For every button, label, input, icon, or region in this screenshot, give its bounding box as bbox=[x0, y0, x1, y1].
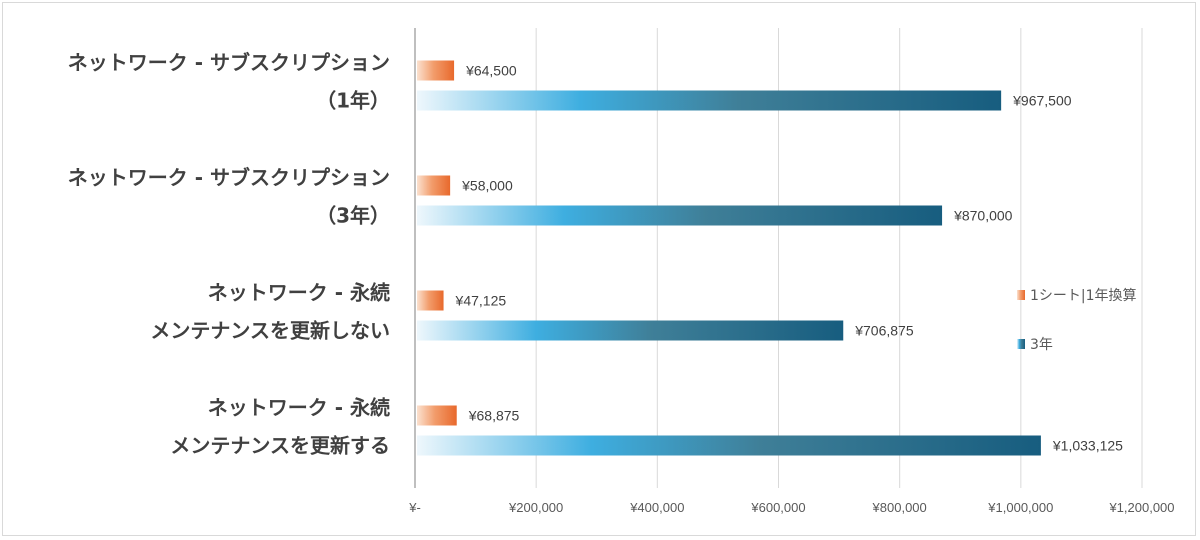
category-label: ネットワーク - サブスクリプション bbox=[68, 51, 390, 75]
category-label: ネットワーク - 永続 bbox=[208, 396, 390, 420]
category-label: （1年） bbox=[316, 89, 390, 113]
x-tick-label: ¥200,000 bbox=[508, 500, 563, 515]
legend-label: 1シート|1年換算 bbox=[1030, 288, 1137, 304]
category-label: メンテナンスを更新する bbox=[170, 434, 390, 458]
legend: 1シート|1年換算 3年 bbox=[1017, 288, 1137, 353]
category-label: ネットワーク - サブスクリプション bbox=[68, 166, 390, 190]
bar-1seat-1yr bbox=[417, 60, 455, 81]
data-label: ¥64,500 bbox=[465, 63, 517, 79]
x-tick-label: ¥1,200,000 bbox=[1108, 500, 1174, 515]
data-label: ¥870,000 bbox=[953, 208, 1013, 224]
category-label: （3年） bbox=[316, 204, 390, 228]
legend-swatch bbox=[1017, 290, 1025, 300]
data-label: ¥47,125 bbox=[455, 293, 507, 309]
x-tick-label: ¥600,000 bbox=[750, 500, 805, 515]
data-label: ¥68,875 bbox=[468, 408, 520, 424]
bar-1seat-1yr bbox=[417, 290, 444, 311]
bar-3yr bbox=[417, 320, 844, 341]
bar-1seat-1yr bbox=[417, 405, 457, 426]
bar-3yr bbox=[417, 435, 1041, 456]
data-label: ¥1,033,125 bbox=[1052, 438, 1123, 454]
x-tick-label: ¥1,000,000 bbox=[987, 500, 1053, 515]
bar-3yr bbox=[417, 90, 1002, 111]
legend-swatch bbox=[1017, 339, 1025, 349]
x-tick-label: ¥800,000 bbox=[872, 500, 927, 515]
bar-3yr bbox=[417, 205, 943, 226]
data-label: ¥58,000 bbox=[461, 178, 513, 194]
x-tick-label: ¥- bbox=[408, 500, 421, 515]
bar-1seat-1yr bbox=[417, 175, 451, 196]
category-labels: ネットワーク - サブスクリプション （1年） ネットワーク - サブスクリプション… bbox=[68, 51, 390, 458]
category-label: メンテナンスを更新しない bbox=[150, 319, 390, 343]
bars: ¥64,500 ¥967,500 ¥58,000 ¥870,000 ¥47,125 ¥70… bbox=[417, 60, 1123, 456]
legend-label: 3年 bbox=[1030, 337, 1053, 353]
axis: ¥- ¥200,000 ¥400,000 ¥600,000 ¥800,000 ¥1,000… bbox=[408, 28, 1175, 515]
data-label: ¥706,875 bbox=[854, 323, 914, 339]
category-label: ネットワーク - 永続 bbox=[208, 281, 390, 305]
data-label: ¥967,500 bbox=[1012, 93, 1072, 109]
x-tick-label: ¥400,000 bbox=[629, 500, 684, 515]
